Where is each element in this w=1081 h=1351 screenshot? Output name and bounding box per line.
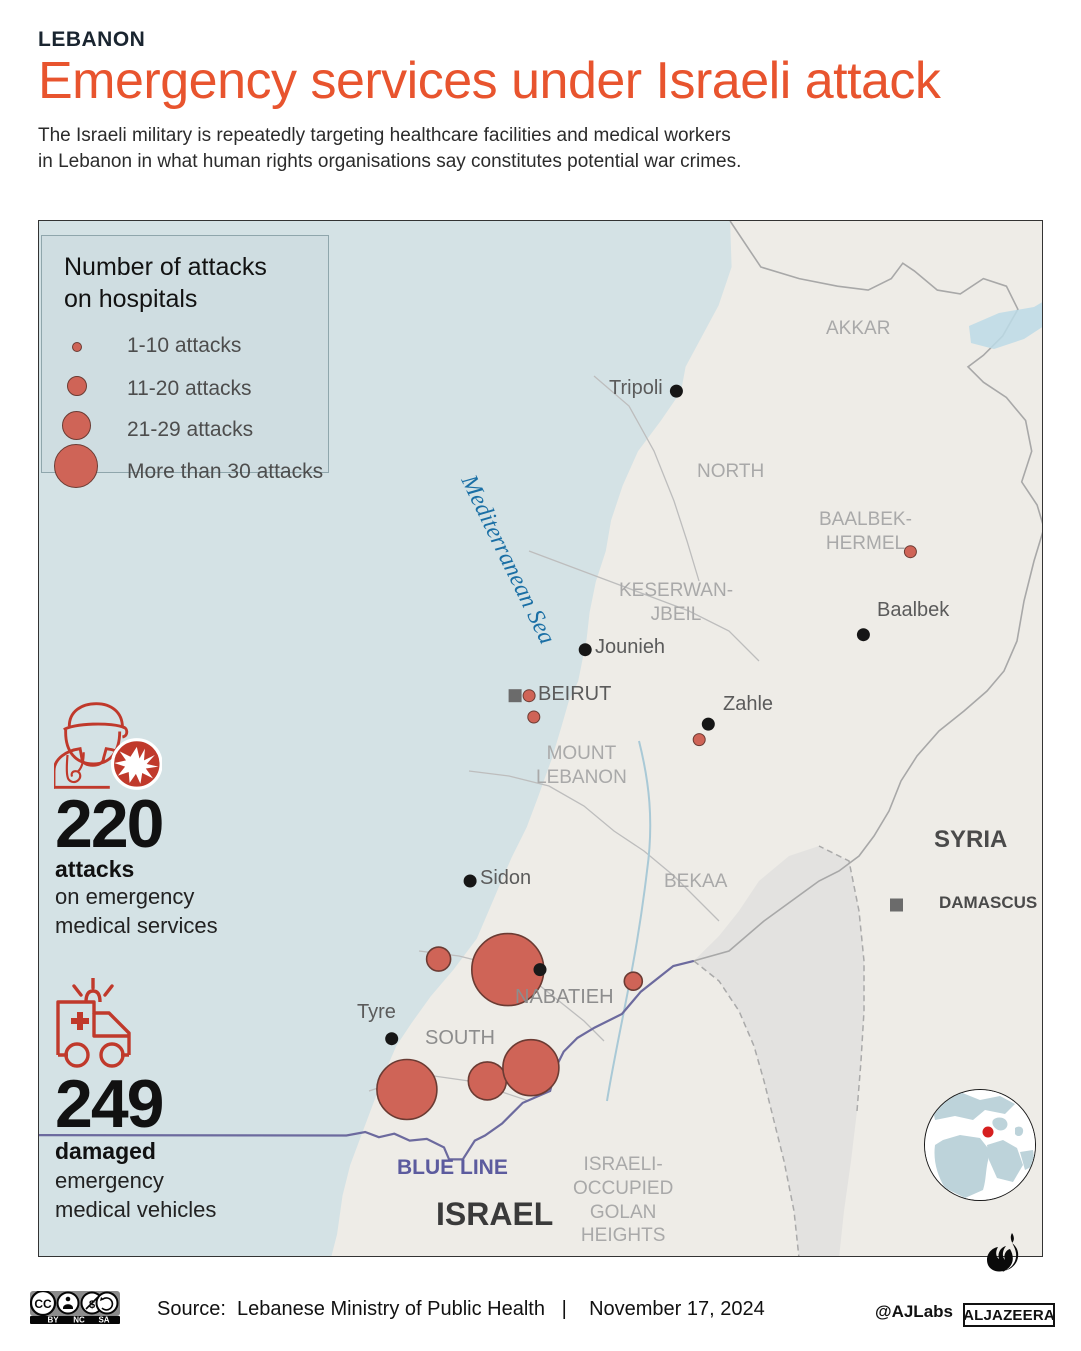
svg-text:SA: SA	[98, 1316, 109, 1325]
svg-text:BY: BY	[47, 1316, 59, 1325]
svg-text:CC: CC	[34, 1297, 52, 1311]
svg-text:NC: NC	[73, 1316, 85, 1325]
